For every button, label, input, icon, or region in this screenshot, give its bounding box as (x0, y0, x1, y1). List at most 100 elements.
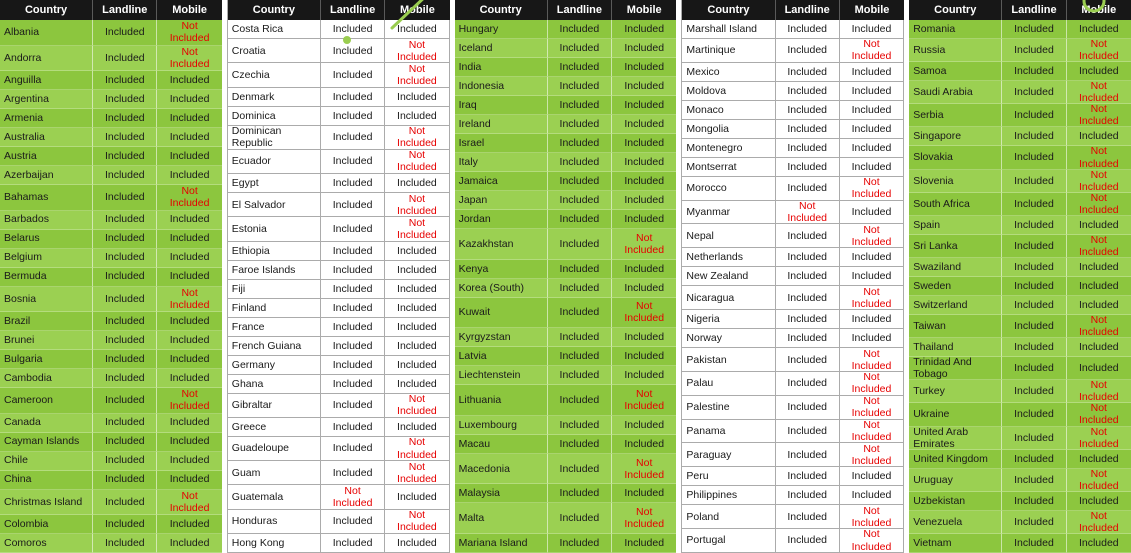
mobile-cell: Included (385, 260, 450, 280)
landline-cell: Included (320, 417, 386, 437)
country-cell: Kenya (454, 259, 548, 279)
mobile-cell: Not Included (1066, 427, 1131, 450)
landline-cell: Included (775, 443, 840, 468)
landline-cell: Included (93, 388, 158, 414)
country-cell: Czechia (227, 63, 321, 88)
landline-cell: Included (1002, 257, 1067, 277)
table-row: Palestine Included Not Included (682, 395, 905, 420)
table-row: Hungary Included Included (454, 20, 677, 39)
landline-cell: Included (1002, 146, 1067, 170)
landline-cell: Included (775, 157, 840, 177)
landline-cell: Included (1002, 403, 1067, 427)
table-row: Mongolia Included Included (682, 119, 905, 139)
mobile-cell: Included (157, 369, 222, 388)
country-cell: Dominican Republic (227, 125, 321, 150)
country-cell: Mariana Island (454, 533, 548, 553)
landline-cell: Included (775, 486, 840, 506)
country-cell: Slovakia (909, 146, 1003, 170)
table-row: Nigeria Included Included (682, 310, 905, 330)
landline-cell: Included (775, 20, 840, 39)
country-cell: Marshall Island (682, 20, 776, 39)
landline-cell: Included (1002, 426, 1067, 450)
table-row: Croatia Included Not Included (227, 39, 450, 64)
table-row: Peru Included Included (682, 467, 905, 487)
country-cell: Malaysia (454, 484, 548, 504)
country-cell: Kuwait (454, 297, 548, 329)
table-row: Paraguay Included Not Included (682, 443, 905, 468)
landline-cell: Included (93, 369, 158, 388)
mobile-cell: Not Included (1066, 170, 1131, 193)
table-row: Palau Included Not Included (682, 371, 905, 396)
table-row: Switzerland Included Included (909, 295, 1131, 315)
table-row: Ethiopia Included Included (227, 241, 450, 261)
landline-cell: Included (1002, 338, 1067, 358)
country-table-3: Country Landline Mobile Hungary Included Incl… (454, 0, 677, 553)
table-row: Pakistan Included Not Included (682, 348, 905, 372)
table-row: Brazil Included Included (0, 312, 222, 331)
landline-cell: Included (320, 174, 386, 194)
country-cell: Mongolia (682, 119, 776, 139)
mobile-cell: Not Included (612, 503, 677, 534)
country-cell: Malta (454, 503, 548, 534)
mobile-cell: Included (839, 310, 905, 330)
country-cell: Norway (682, 329, 776, 349)
landline-cell: Included (1002, 510, 1067, 534)
landline-cell: Included (93, 210, 158, 230)
table-row: Saudi Arabia Included Not Included (909, 81, 1131, 105)
column-header-mobile: Mobile (172, 4, 208, 16)
country-cell: Montserrat (682, 157, 776, 177)
table-row: Kenya Included Included (454, 259, 677, 279)
country-cell: Gibraltar (227, 393, 321, 418)
table-row: Australia Included Included (0, 128, 222, 147)
landline-cell: Included (1002, 468, 1067, 492)
country-cell: Brazil (0, 312, 94, 331)
mobile-cell: Included (839, 119, 905, 139)
mobile-cell: Included (839, 248, 905, 268)
mobile-cell: Included (385, 374, 450, 394)
landline-cell: Included (547, 77, 613, 96)
country-cell: Cayman Islands (0, 432, 94, 452)
landline-cell: Included (320, 39, 386, 64)
mobile-cell: Not Included (839, 529, 905, 553)
landline-cell: Included (547, 39, 613, 58)
country-cell: Albania (0, 20, 94, 46)
column-header-mobile: Mobile (854, 4, 890, 16)
table-row: Singapore Included Included (909, 127, 1131, 147)
table-row: Czechia Included Not Included (227, 63, 450, 88)
table-row: Canada Included Included (0, 413, 222, 433)
mobile-cell: Included (612, 260, 677, 279)
mobile-cell: Not Included (385, 63, 450, 88)
country-cell: Canada (0, 413, 94, 433)
mobile-cell: Included (1066, 534, 1131, 553)
mobile-cell: Included (612, 435, 677, 454)
mobile-cell: Included (385, 298, 450, 318)
table-row: Faroe Islands Included Included (227, 260, 450, 280)
column-header-landline: Landline (321, 0, 386, 20)
mobile-cell: Not Included (839, 395, 905, 420)
mobile-cell: Not Included (839, 371, 905, 396)
country-cell: Sri Lanka (909, 234, 1003, 258)
landline-cell: Included (320, 317, 386, 337)
mobile-cell: Included (157, 90, 222, 109)
table-row: Nicaragua Included Not Included (682, 286, 905, 311)
mobile-cell: Included (157, 452, 222, 471)
country-cell: Macedonia (454, 453, 548, 485)
landline-cell: Included (1002, 380, 1067, 404)
country-cell: Palau (682, 371, 776, 396)
country-cell: Montenegro (682, 138, 776, 158)
country-cell: Nigeria (682, 310, 776, 330)
table-row: Comoros Included Included (0, 534, 222, 553)
country-cell: Cameroon (0, 388, 94, 414)
mobile-cell: Not Included (612, 298, 677, 329)
landline-cell: Included (320, 260, 386, 280)
mobile-cell: Included (1066, 62, 1131, 82)
table-row: Austria Included Included (0, 147, 222, 166)
table-row: Andorra Included Not Included (0, 45, 222, 71)
mobile-cell: Included (157, 268, 222, 287)
table-row: Cameroon Included Not Included (0, 388, 222, 414)
country-cell: Bermuda (0, 267, 94, 287)
table-row: Dominican Republic Included Not Included (227, 125, 450, 150)
mobile-cell: Included (157, 433, 222, 452)
table-row: Brunei Included Included (0, 331, 222, 350)
column-header-mobile: Mobile (399, 4, 435, 16)
